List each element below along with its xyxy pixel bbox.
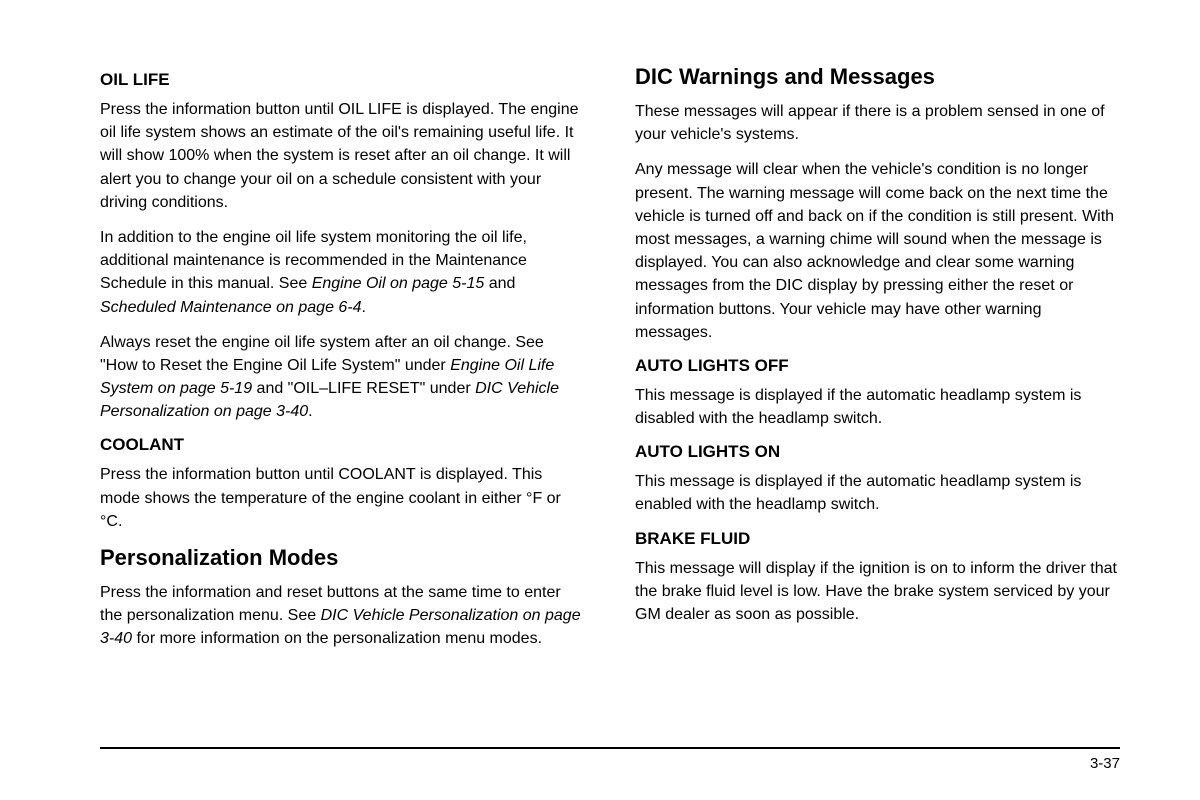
right-column: DIC Warnings and Messages These messages… (635, 60, 1120, 750)
paragraph: In addition to the engine oil life syste… (100, 226, 585, 319)
left-column: OIL LIFE Press the information button un… (100, 60, 585, 750)
heading-oil-life: OIL LIFE (100, 70, 585, 90)
paragraph: Always reset the engine oil life system … (100, 331, 585, 424)
text: and "OIL–LIFE RESET" under (252, 380, 475, 397)
paragraph: This message will display if the ignitio… (635, 557, 1120, 627)
text: . (308, 403, 312, 420)
text: . (362, 299, 366, 316)
heading-auto-lights-on: AUTO LIGHTS ON (635, 442, 1120, 462)
page-footer: 3-37 (100, 747, 1120, 772)
paragraph: This message is displayed if the automat… (635, 384, 1120, 430)
paragraph: Any message will clear when the vehicle'… (635, 158, 1120, 344)
heading-coolant: COOLANT (100, 435, 585, 455)
page-content: OIL LIFE Press the information button un… (100, 60, 1120, 750)
paragraph: These messages will appear if there is a… (635, 100, 1120, 146)
paragraph: Press the information button until COOLA… (100, 463, 585, 533)
text: and (484, 275, 515, 292)
heading-auto-lights-off: AUTO LIGHTS OFF (635, 356, 1120, 376)
heading-dic-warnings: DIC Warnings and Messages (635, 64, 1120, 90)
xref-scheduled-maintenance: Scheduled Maintenance on page 6-4 (100, 299, 362, 316)
heading-personalization-modes: Personalization Modes (100, 545, 585, 571)
paragraph: Press the information and reset buttons … (100, 581, 585, 651)
paragraph: This message is displayed if the automat… (635, 470, 1120, 516)
xref-engine-oil: Engine Oil on page 5-15 (312, 275, 485, 292)
paragraph: Press the information button until OIL L… (100, 98, 585, 214)
text: for more information on the personalizat… (132, 630, 542, 647)
page-number: 3-37 (1090, 755, 1120, 772)
heading-brake-fluid: BRAKE FLUID (635, 529, 1120, 549)
